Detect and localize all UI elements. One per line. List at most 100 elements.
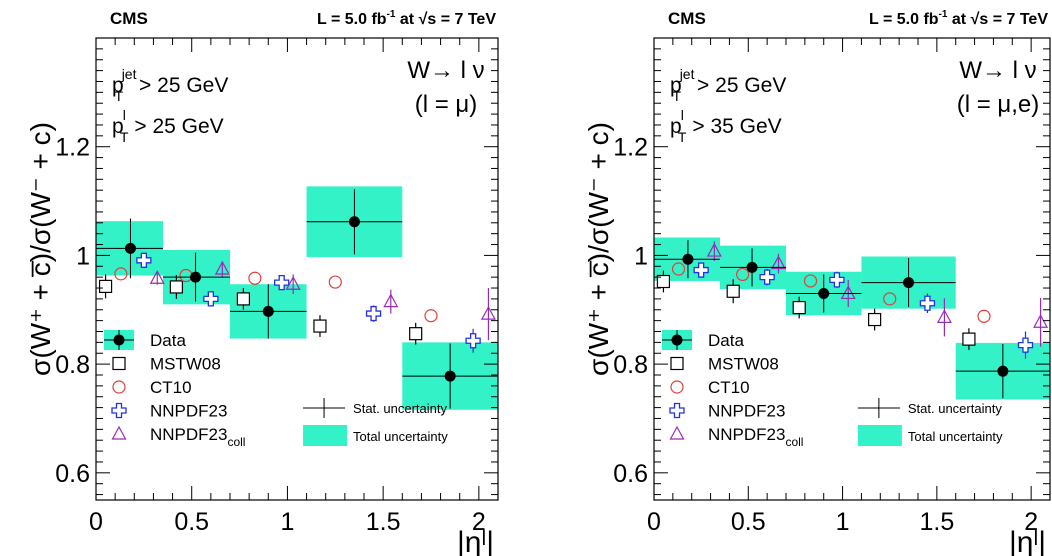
y-tick-label: 0.6 — [55, 460, 90, 488]
energy-s: s — [427, 11, 436, 28]
nnpdf23coll-marker — [480, 305, 496, 320]
nnpdf23-marker — [693, 262, 709, 278]
y-tick-label: 1.2 — [55, 134, 90, 162]
pt-symbol: p — [112, 115, 124, 138]
nnpdf23coll-marker — [383, 293, 399, 308]
legend-text: NNPDF23 — [708, 402, 785, 421]
data-point — [818, 287, 830, 299]
mstw08-marker — [236, 292, 250, 306]
legend-label: NNPDF23coll — [708, 425, 803, 449]
data-point — [348, 216, 360, 228]
T-subscript: T — [672, 88, 681, 104]
channel-label: (l = μ) — [415, 91, 478, 118]
y-tick-label: 1.2 — [613, 134, 648, 162]
legend-text: MSTW08 — [708, 355, 779, 374]
energy-value: = 7 TeV — [988, 11, 1048, 28]
legend-text: Data — [150, 331, 186, 350]
legend-nnpdf23coll-marker — [111, 425, 127, 440]
legend-total-label: Total uncertainty — [908, 429, 1003, 444]
legend-text: NNPDF23 — [150, 402, 227, 421]
ct10-marker — [977, 309, 991, 323]
x-axis-label: |ηˡ| — [1009, 526, 1046, 556]
y-tick-label: 1 — [634, 242, 648, 270]
pt-symbol: p — [670, 74, 682, 97]
legend-label: NNPDF23coll — [150, 425, 245, 449]
x-tick-label: 0.5 — [174, 508, 209, 536]
legend-ct10-marker — [670, 380, 684, 394]
ct10-marker — [736, 267, 750, 282]
lepton-pt-cut: pl T > 25 GeV — [112, 107, 224, 145]
data-point — [124, 242, 136, 254]
process-label: W→ l ν — [959, 57, 1036, 84]
x-axis-label: |ηˡ| — [457, 526, 494, 556]
jet-superscript: jet — [121, 66, 137, 82]
nnpdf23coll-marker — [285, 275, 301, 290]
legend-stat-label: Stat. uncertainty — [908, 401, 1002, 416]
data-point — [997, 365, 1009, 377]
nnpdf23-marker — [465, 333, 481, 349]
legend-nnpdf23-marker — [111, 402, 127, 419]
plot-frame — [653, 37, 1051, 501]
legend-mstw08-marker — [112, 356, 126, 371]
lepton-pt-cut: pl T > 35 GeV — [670, 107, 782, 145]
pt-symbol: p — [112, 74, 124, 97]
sqrt-sign: √ — [971, 11, 980, 28]
mstw08-marker — [962, 332, 976, 346]
legend-label: CT10 — [708, 378, 750, 397]
ct10-marker — [671, 262, 686, 276]
mstw08-marker — [313, 319, 327, 333]
lepton-pt-value: > 35 GeV — [692, 115, 781, 138]
data-point — [903, 277, 915, 289]
luminosity-exponent: -1 — [939, 9, 948, 20]
nnpdf23coll-marker — [214, 260, 230, 275]
data-point — [746, 261, 758, 273]
T-subscript: T — [120, 129, 129, 145]
lepton-superscript: l — [123, 107, 126, 123]
y-axis-label: σ(W⁺ + c̅)/σ(W⁻ + c) — [25, 122, 56, 376]
legend-label: Data — [150, 331, 186, 350]
jet-pt-value: > 25 GeV — [697, 74, 786, 97]
x-tick-label: 1.5 — [919, 508, 954, 536]
nnpdf23coll-marker — [936, 309, 952, 323]
x-tick-label: 1.5 — [366, 508, 401, 536]
experiment-label: CMS — [110, 9, 148, 28]
luminosity-exponent: -1 — [387, 9, 396, 20]
ct10-marker — [883, 292, 897, 306]
luminosity-label: L = 5.0 fb-1 at √s = 7 TeV — [869, 9, 1048, 28]
sqrt-sign: √ — [419, 11, 428, 28]
lepton-pt-value: > 25 GeV — [134, 115, 223, 138]
legend-mstw08-marker — [670, 356, 684, 371]
T-subscript: T — [678, 129, 687, 145]
x-tick-label: 1 — [280, 508, 294, 536]
legend-total-swatch — [303, 425, 348, 446]
data-point — [444, 370, 456, 382]
nnpdf23-marker — [136, 252, 152, 268]
x-tick-label: 0.5 — [731, 508, 766, 536]
luminosity-label: L = 5.0 fb-1 at √s = 7 TeV — [317, 9, 496, 28]
x-tick-label: 2 — [472, 508, 486, 536]
x-tick-label: 2 — [1024, 508, 1038, 536]
legend-total-label: Total uncertainty — [353, 429, 448, 444]
energy-prefix: at — [947, 11, 970, 28]
mstw08-marker — [98, 279, 113, 293]
data-point — [682, 253, 694, 265]
y-tick-label: 0.6 — [613, 460, 648, 488]
nnpdf23-marker — [829, 272, 845, 288]
pt-symbol: p — [670, 115, 682, 138]
legend-label: MSTW08 — [708, 355, 779, 374]
mstw08-marker — [868, 312, 882, 327]
plot-frame — [95, 37, 499, 501]
nnpdf23-marker — [1017, 337, 1034, 353]
process-label: W→ l ν — [407, 57, 484, 84]
legend-label: MSTW08 — [150, 355, 221, 374]
legend-nnpdf23coll-marker — [669, 425, 685, 440]
data-point — [190, 271, 202, 283]
legend-label: CT10 — [150, 378, 192, 397]
jet-superscript: jet — [679, 66, 695, 82]
nnpdf23coll-marker — [770, 255, 786, 270]
jet-pt-cut: pjet T > 25 GeV — [670, 66, 786, 104]
T-subscript: T — [114, 88, 123, 104]
panel-muon: 0 0.5 1 1.5 2 0.6 0.8 1 1.2σ(W⁺ + c̅)/σ(W⁻ + c) |… — [25, 9, 499, 556]
legend-subscript: coll — [227, 435, 245, 449]
